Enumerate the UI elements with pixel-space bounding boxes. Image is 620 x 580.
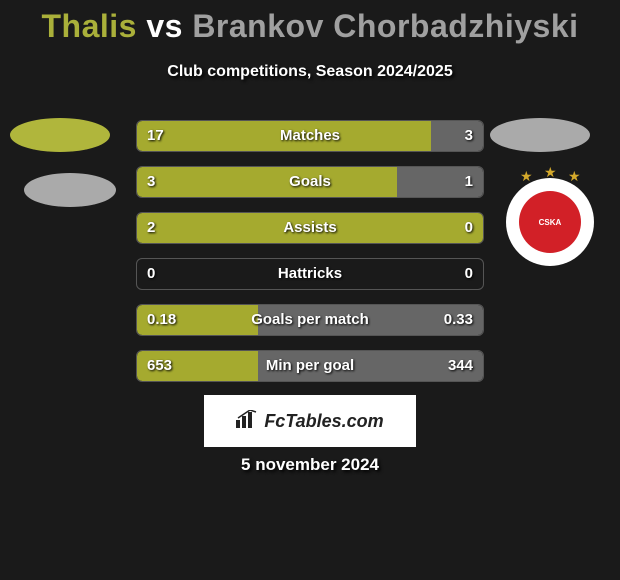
- date-text: 5 november 2024: [0, 455, 620, 475]
- player1-name: Thalis: [41, 8, 136, 44]
- stats-container: 173Matches 31Goals 20Assists 00Hattricks 0.1…: [136, 120, 484, 396]
- chart-icon: [236, 410, 258, 433]
- stat-row: 0.180.33Goals per match: [136, 304, 484, 336]
- club-badge: ★ ★ ★ CSKA: [500, 178, 600, 266]
- stat-label: Goals: [137, 167, 483, 197]
- subtitle: Club competitions, Season 2024/2025: [0, 63, 620, 81]
- stat-row: 20Assists: [136, 212, 484, 244]
- stat-row: 00Hattricks: [136, 258, 484, 290]
- player2-ellipse-top: [490, 118, 590, 152]
- player2-name: Brankov Chorbadzhiyski: [192, 8, 578, 44]
- stat-label: Min per goal: [137, 351, 483, 381]
- stat-row: 653344Min per goal: [136, 350, 484, 382]
- vs-text: vs: [146, 8, 183, 44]
- stat-row: 173Matches: [136, 120, 484, 152]
- player1-ellipse-top: [10, 118, 110, 152]
- stat-label: Goals per match: [137, 305, 483, 335]
- badge-circle: CSKA: [506, 178, 594, 266]
- logo-text: FcTables.com: [264, 411, 383, 432]
- stat-label: Assists: [137, 213, 483, 243]
- stat-row: 31Goals: [136, 166, 484, 198]
- stat-label: Hattricks: [137, 259, 483, 289]
- comparison-title: Thalis vs Brankov Chorbadzhiyski: [0, 0, 620, 45]
- badge-inner: CSKA: [519, 191, 581, 253]
- stat-label: Matches: [137, 121, 483, 151]
- player1-ellipse-bottom: [24, 173, 116, 207]
- fctables-logo: FcTables.com: [204, 395, 416, 447]
